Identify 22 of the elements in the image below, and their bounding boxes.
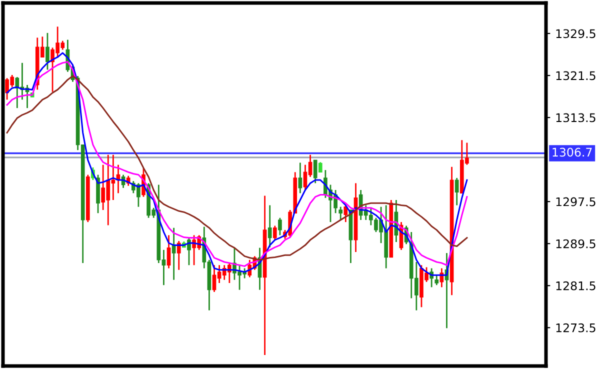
candlestick bbox=[166, 234, 171, 269]
candlestick bbox=[187, 237, 191, 266]
y-tick-label: 1321.5 bbox=[556, 71, 596, 80]
candlestick bbox=[313, 159, 318, 184]
candlestick bbox=[272, 225, 277, 241]
candlestick bbox=[454, 177, 459, 206]
y-tick-label: 1289.5 bbox=[556, 239, 596, 248]
candlestick bbox=[176, 240, 181, 271]
y-tick-label: 1329.5 bbox=[556, 29, 596, 38]
candlestick bbox=[434, 274, 439, 286]
y-tick-label: 1297.5 bbox=[556, 197, 596, 206]
candlestick bbox=[268, 204, 272, 248]
candlestick bbox=[46, 32, 50, 70]
candlestick bbox=[278, 217, 282, 236]
y-tick-label: 1273.5 bbox=[556, 323, 596, 332]
candlestick bbox=[298, 162, 302, 194]
y-tick-label: 1281.5 bbox=[556, 281, 596, 290]
ref-line-label: 1306.7 bbox=[552, 148, 592, 157]
candlestick bbox=[338, 206, 343, 221]
y-tick-label: 1313.5 bbox=[556, 113, 596, 122]
candlestick bbox=[318, 161, 322, 173]
candlestick bbox=[344, 204, 348, 223]
